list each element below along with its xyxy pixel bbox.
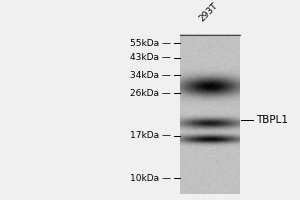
- Text: 10kDa —: 10kDa —: [130, 174, 171, 183]
- Text: 55kDa —: 55kDa —: [130, 39, 171, 48]
- Text: 17kDa —: 17kDa —: [130, 131, 171, 140]
- Text: 43kDa —: 43kDa —: [130, 53, 171, 62]
- Text: 26kDa —: 26kDa —: [130, 89, 171, 98]
- Text: TBPL1: TBPL1: [256, 115, 288, 125]
- Text: 293T: 293T: [197, 1, 219, 23]
- Text: 34kDa —: 34kDa —: [130, 71, 171, 80]
